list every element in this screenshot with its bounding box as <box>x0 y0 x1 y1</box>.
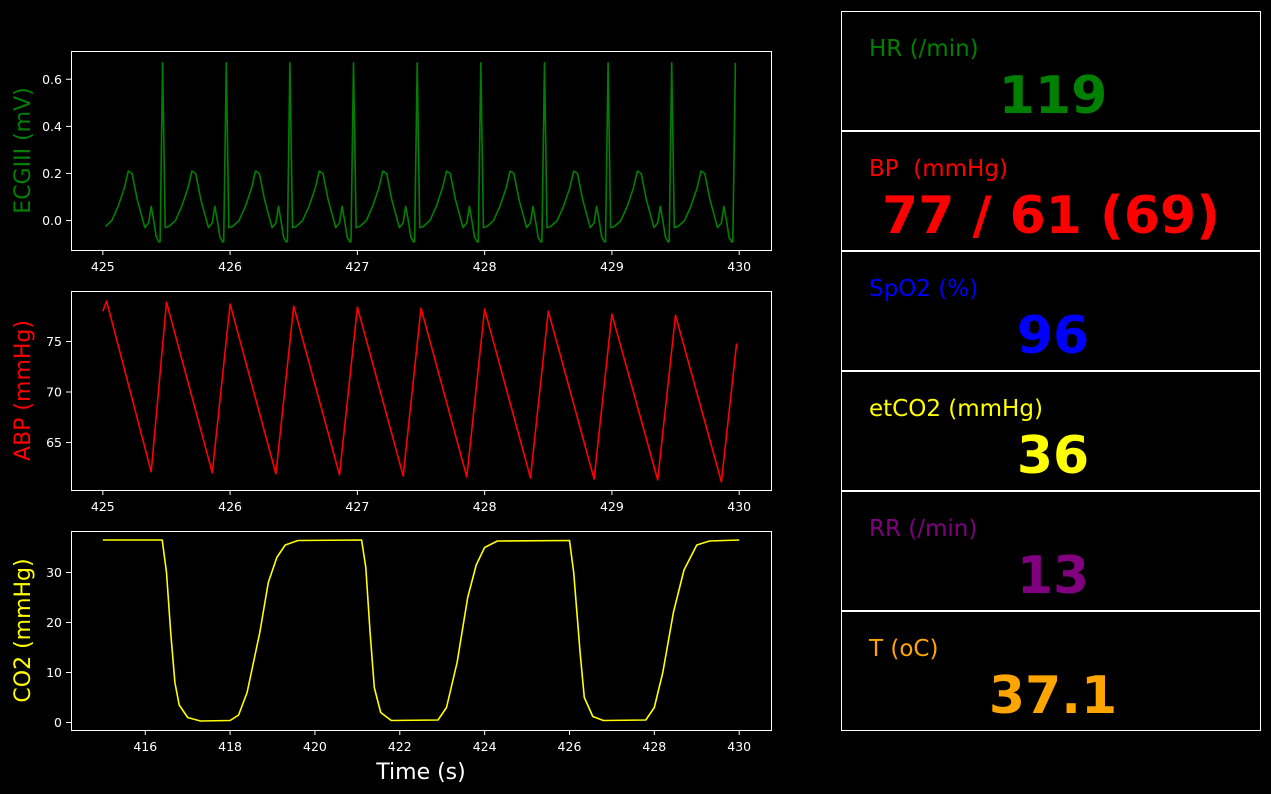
co2-ytick-label: 30 <box>46 565 62 580</box>
abp-ytick-label: 75 <box>46 334 62 349</box>
hr-label: HR (/min) <box>869 36 979 62</box>
abp-xtick-label: 425 <box>91 499 115 514</box>
abp-ytick-label: 65 <box>46 435 62 450</box>
ecg-ylabel: ECGIII (mV) <box>11 87 36 213</box>
spo2-label: SpO2 (%) <box>869 276 979 302</box>
co2-series-line <box>102 539 740 722</box>
etco2-label: etCO2 (mmHg) <box>869 396 1043 422</box>
abp-ytick-label: 70 <box>46 385 62 400</box>
rr-panel: RR (/min) 13 <box>841 491 1261 611</box>
abp-series-line <box>102 300 738 483</box>
abp-xtick-label: 430 <box>727 499 751 514</box>
co2-xtick-label: 418 <box>218 739 242 754</box>
co2-xtick-label: 420 <box>303 739 327 754</box>
spo2-value: 96 <box>1016 306 1090 366</box>
abp-axes-frame <box>71 291 772 491</box>
co2-xtick-label: 426 <box>558 739 582 754</box>
co2-ylabel: CO2 (mmHg) <box>11 558 36 702</box>
ecg-xtick-label: 430 <box>727 259 751 274</box>
bp-panel: BP (mmHg) 77 / 61 (69) <box>841 131 1261 251</box>
ecg-xtick-label: 427 <box>345 259 369 274</box>
ecg-series-line <box>104 62 737 243</box>
ecg-ytick-label: 0.6 <box>42 72 62 87</box>
co2-ytick-label: 10 <box>46 665 62 680</box>
etco2-value: 36 <box>1016 426 1090 486</box>
hr-panel: HR (/min) 119 <box>841 11 1261 131</box>
ecg-ytick-label: 0.2 <box>42 166 62 181</box>
etco2-panel: etCO2 (mmHg) 36 <box>841 371 1261 491</box>
hr-value: 119 <box>998 66 1108 126</box>
abp-ylabel: ABP (mmHg) <box>11 320 36 461</box>
ecg-xtick-label: 428 <box>473 259 497 274</box>
ecg-ytick-label: 0.0 <box>42 213 62 228</box>
abp-xtick-label: 428 <box>473 499 497 514</box>
ecg-xtick-label: 429 <box>600 259 624 274</box>
xlabel: Time (s) <box>375 760 465 785</box>
abp-xtick-label: 429 <box>600 499 624 514</box>
co2-ytick-label: 20 <box>46 615 62 630</box>
co2-xtick-label: 416 <box>133 739 157 754</box>
rr-label: RR (/min) <box>869 516 978 542</box>
ecg-ytick-label: 0.4 <box>42 119 62 134</box>
temp-panel: T (oC) 37.1 <box>841 611 1261 731</box>
bp-label: BP (mmHg) <box>869 156 1008 182</box>
co2-ytick-label: 0 <box>54 715 62 730</box>
temp-label: T (oC) <box>869 636 939 662</box>
co2-xtick-label: 430 <box>727 739 751 754</box>
abp-xtick-label: 426 <box>218 499 242 514</box>
abp-xtick-label: 427 <box>345 499 369 514</box>
co2-xtick-label: 428 <box>642 739 666 754</box>
bp-value: 77 / 61 (69) <box>882 186 1220 246</box>
co2-chart: 416 418 420 422 424 426 428 430 0 10 20 30 CO2 (mmHg… <box>11 531 772 785</box>
ecg-xtick-label: 425 <box>91 259 115 274</box>
ecg-axes-frame <box>71 51 772 251</box>
temp-value: 37.1 <box>988 666 1118 726</box>
co2-axes-frame <box>71 531 772 731</box>
abp-chart: 425 426 427 428 429 430 65 70 75 ABP (mmHg) <box>11 291 772 514</box>
ecg-xtick-label: 426 <box>218 259 242 274</box>
spo2-panel: SpO2 (%) 96 <box>841 251 1261 371</box>
rr-value: 13 <box>1016 546 1090 606</box>
ecg-chart: 425 426 427 428 429 430 0.0 0.2 0.4 0.6 ECGIII (mV… <box>11 51 772 274</box>
co2-xtick-label: 422 <box>388 739 412 754</box>
waveform-charts: 425 426 427 428 429 430 0.0 0.2 0.4 0.6 ECGIII (mV… <box>11 51 772 785</box>
co2-xtick-label: 424 <box>473 739 497 754</box>
